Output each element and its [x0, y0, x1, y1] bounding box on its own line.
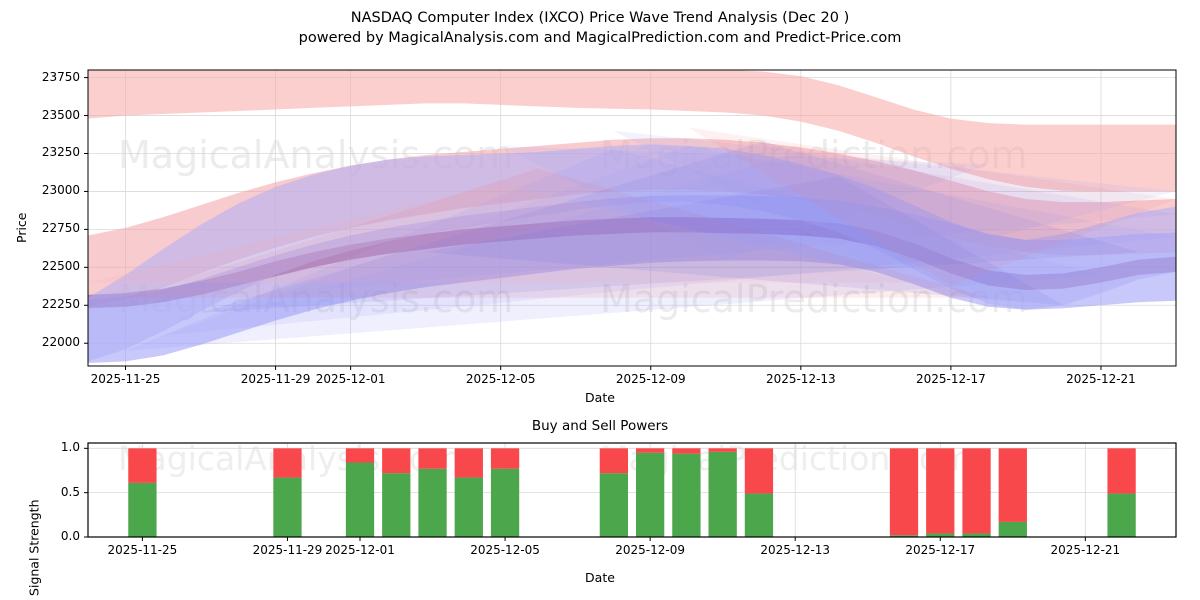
signal-x-tick: 2025-12-21 — [1050, 543, 1121, 557]
signal-y-tick: 0.0 — [60, 529, 80, 543]
price-wave-wedge — [500, 145, 989, 260]
price-x-axis-label: Date — [585, 390, 615, 405]
price-x-tick: 2025-12-05 — [465, 372, 536, 386]
signal-x-tick: 2025-12-01 — [325, 543, 395, 557]
signal-x-tick: 2025-12-05 — [470, 543, 540, 557]
price-x-tick: 2025-12-09 — [615, 372, 686, 386]
buy-power-bar — [744, 493, 774, 537]
price-wave-wedge — [200, 141, 1139, 313]
sell-power-bar — [490, 448, 520, 469]
price-x-tick: 2025-11-29 — [240, 372, 311, 386]
price-y-tick: 22750 — [41, 221, 80, 236]
signal-x-tick: 2025-12-09 — [615, 543, 685, 557]
sell-power-bar — [672, 448, 701, 454]
signal-x-tick: 2025-11-29 — [252, 543, 323, 557]
buy-power-bar — [1107, 493, 1136, 537]
sell-power-bar — [128, 448, 157, 483]
sell-power-bar — [345, 448, 375, 463]
buy-power-bar — [382, 473, 411, 537]
price-wave-wedge — [125, 168, 989, 298]
price-x-tick: 2025-11-25 — [90, 372, 161, 386]
sell-power-bar — [635, 448, 665, 453]
price-y-tick: 22500 — [41, 259, 80, 274]
page-title: NASDAQ Computer Index (IXCO) Price Wave … — [0, 8, 1200, 48]
price-wave-wedge — [688, 127, 1176, 286]
buy-power-bar — [998, 521, 1027, 537]
signal-x-tick: 2025-12-13 — [760, 543, 831, 557]
title-line-1: NASDAQ Computer Index (IXCO) Price Wave … — [350, 10, 850, 26]
buy-power-bar — [418, 468, 447, 537]
price-wave-chart: MagicalAnalysis.comMagicalPrediction.com… — [84, 69, 1177, 370]
sell-power-bar — [382, 448, 411, 474]
signal-y-tick: 1.0 — [60, 440, 80, 455]
sell-power-bar — [454, 448, 483, 478]
price-y-tick: 23250 — [41, 145, 80, 160]
buy-power-bar — [490, 468, 520, 537]
price-y-tick: 23750 — [41, 69, 80, 84]
buy-power-bar — [672, 453, 701, 537]
buy-power-bar — [273, 477, 302, 537]
buy-sell-title: Buy and Sell Powers — [531, 418, 669, 434]
sell-power-bar — [708, 448, 737, 452]
price-x-tick: 2025-12-17 — [916, 372, 986, 386]
sell-power-bar — [273, 448, 302, 478]
buy-power-bar — [962, 533, 991, 537]
sell-power-bar — [599, 448, 629, 474]
price-wave-wedge — [163, 145, 1176, 336]
price-y-tick: 22250 — [41, 297, 80, 312]
buy-power-bar — [635, 452, 665, 537]
sell-power-bar — [744, 448, 774, 494]
price-band-area — [88, 70, 1176, 192]
price-y-tick: 23000 — [41, 183, 80, 198]
buy-power-bar — [454, 477, 483, 537]
buy-power-bar — [926, 533, 955, 537]
price-x-tick: 2025-12-21 — [1066, 372, 1136, 386]
price-wave-wedge — [613, 130, 1176, 268]
signal-x-tick: 2025-11-25 — [107, 543, 178, 557]
buy-power-bar — [708, 451, 737, 537]
signal-y-tick: 0.5 — [60, 484, 80, 499]
buy-power-bar — [889, 535, 919, 537]
price-y-tick: 22000 — [41, 335, 80, 350]
price-wave-wedge — [313, 151, 1176, 291]
buy-power-bar — [345, 462, 375, 537]
price-wave-wedge — [88, 183, 914, 283]
price-band-area — [88, 144, 1176, 362]
signal-x-axis-label: Date — [585, 570, 615, 585]
sell-power-bar — [962, 448, 991, 534]
price-x-tick: 2025-12-01 — [315, 372, 386, 386]
price-wave-wedge — [125, 148, 1101, 351]
signal-x-tick: 2025-12-17 — [905, 543, 976, 557]
sell-power-bar — [998, 448, 1027, 522]
price-x-tick: 2025-12-13 — [765, 372, 836, 386]
title-line-2: powered by MagicalAnalysis.com and Magic… — [298, 30, 902, 46]
buy-power-bar — [599, 473, 629, 537]
price-y-tick: 23500 — [41, 107, 80, 122]
sell-power-bar — [926, 448, 955, 534]
price-wave-wedge — [425, 176, 1064, 306]
sell-power-bar — [1107, 448, 1136, 494]
buy-power-bar — [128, 482, 157, 537]
sell-power-bar — [418, 448, 447, 469]
sell-power-bar — [889, 448, 919, 536]
